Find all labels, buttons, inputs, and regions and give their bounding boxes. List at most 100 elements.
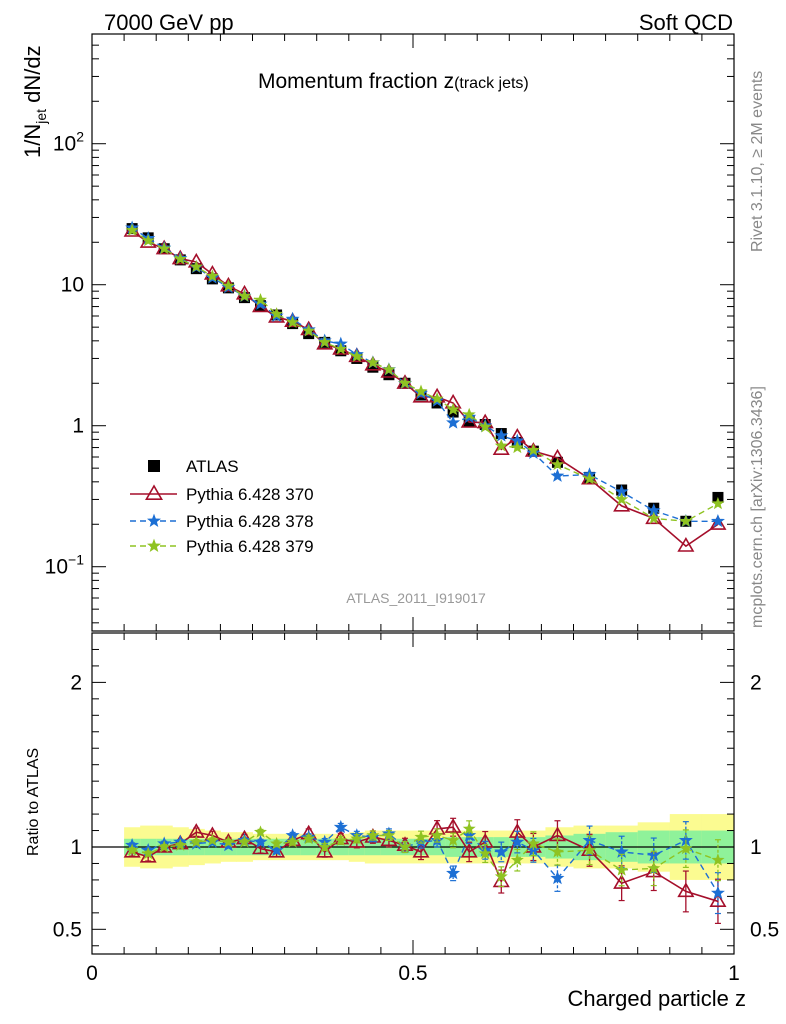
ratio-pythia-379-point [350,831,364,845]
pythia-378-point [446,415,461,429]
ratio-pythia-379-point [679,841,693,855]
ratio-pythia-378-point [446,865,461,880]
ratio-pythia-370-point [677,882,695,898]
ratio-pythia-379-point [125,843,139,856]
pythia-370-point [677,536,695,552]
ratio-pythia-379-point [157,840,171,853]
ratio-pythia-379-point [286,835,300,848]
ratio-pythia-379-point [205,833,219,847]
ratio-pythia-379-point [510,853,524,866]
pythia-379-point [382,362,396,376]
ratio-pythia-379-point [173,838,187,851]
pythia-379-point [414,384,428,397]
x-axis-label: Charged particle z [567,986,746,1011]
ratio-pythia-379-point [446,833,460,847]
ratio-pythia-370-point [444,818,462,833]
pythia-379-point [189,259,203,273]
legend-marker-pythia-370 [145,484,163,501]
ratio-pythia-379-point [318,840,332,853]
ratio-pythia-379-point [462,822,476,835]
series-line-pythia-378 [131,227,718,522]
x-tick-label: 0.5 [398,962,427,985]
ratio-axis-ticks: 0 0.5 10.5 0.51 12 2 [53,633,779,985]
pythia-370-point [709,515,727,530]
ratio-pythia-370-point [460,842,478,858]
ratio-y-tick-label: 2 [70,671,82,694]
ratio-pythia-379-point [270,836,284,850]
ratio-y-tick-label-right: 1 [750,836,762,859]
plot-title: Momentum fraction z(track jets) [258,70,529,93]
ratio-pythia-370-point [316,842,334,858]
y-tick-label: 10−1 [45,552,85,579]
pythia-379-point [446,402,460,416]
pythia-379-point [366,355,380,369]
ratio-pythia-379-point [615,863,629,876]
ratio-pythia-379-point [526,836,540,850]
pythia-379-point [350,349,364,362]
ratio-pythia-379-point [221,835,235,848]
ratio-pythia-379-point [414,830,428,843]
ratio-pythia-370-point [709,892,727,908]
legend-marker-atlas [148,460,160,472]
y-tick-label-base: 10 [53,133,76,156]
y-tick-label-exp: 2 [76,129,84,145]
atlas-point [383,369,395,381]
legend-marker-pythia-379 [146,538,162,553]
pythia-379-point [205,269,219,282]
header-right: Soft QCD [639,10,733,35]
pythia-370-point [316,334,334,350]
mcplots-reference-label: mcplots.cern.ch [arXiv:1306.3436] [749,386,766,628]
pythia-379-point [462,407,476,421]
pythia-379-point [334,342,348,355]
ratio-data-layer [123,817,727,924]
pythia-379-point [125,223,139,236]
ratio-pythia-378-point [462,828,477,842]
pythia-370-point [380,362,398,378]
pythia-370-point [492,440,510,456]
ratio-pythia-379-point [582,843,597,856]
ratio-pythia-370-point [613,874,631,889]
ratio-y-axis-label: Ratio to ATLAS [25,748,42,856]
ratio-pythia-379-point [478,846,492,860]
pythia-379-point [478,420,492,433]
ratio-pythia-379-point [550,845,565,858]
ratio-pythia-378-point [494,844,509,858]
pythia-379-point [510,440,524,454]
legend-label: ATLAS [186,457,239,476]
pythia-379-point [494,438,508,452]
legend: ATLAS Pythia 6.428 370 Pythia 6.428 378 Pyt… [130,457,314,556]
x-tick-label: 1 [728,962,740,985]
ratio-pythia-379-point [430,828,444,841]
ratio-pythia-379-point [237,835,252,848]
x-tick-label: 0 [86,962,98,985]
pythia-379-point [398,376,412,389]
ratio-y-tick-label: 0.5 [53,918,82,941]
atlas-point [367,361,379,373]
pythia-379-point [647,511,661,524]
ratio-pythia-378-point [269,842,284,857]
pythia-378-point [550,468,565,482]
y-axis-label-head: 1/N [20,124,45,158]
pythia-379-point [430,392,444,405]
pythia-379-point [141,233,155,247]
pythia-379-point [526,443,540,456]
y-axis-label-main: 1/Njet dN/dz [20,45,49,158]
y-axis-label-sub: jet [33,109,49,125]
ratio-y-tick-label-right: 2 [750,671,762,694]
ratio-pythia-379-point [366,828,380,841]
ratio-y-tick-label-right: 0.5 [750,918,779,941]
pythia-379-point [550,457,565,471]
pythia-379-point [173,252,187,265]
plot-title-sub: (track jets) [454,75,529,92]
ratio-pythia-378-point [710,885,725,900]
main-data-layer [123,220,727,552]
y-tick-label: 10 [61,274,84,297]
ratio-pythia-379-point [302,831,316,845]
ratio-pythia-379-point [334,833,348,847]
y-tick-label-base: 10 [45,556,68,579]
pythia-378-point [710,513,725,528]
legend-label: Pythia 6.428 370 [186,485,314,504]
ratio-line-pythia-370 [131,826,719,903]
ratio-pythia-379-point [398,840,412,853]
